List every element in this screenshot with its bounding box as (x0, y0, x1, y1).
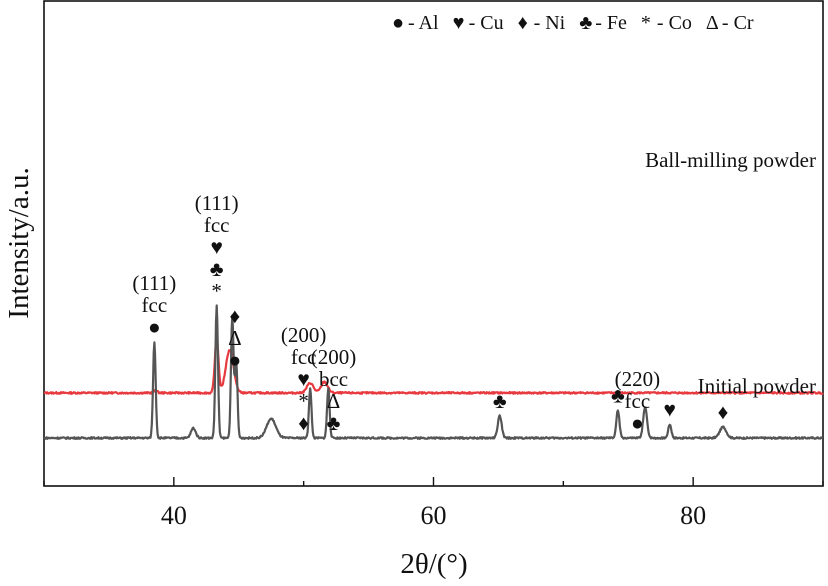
peak-annotation: (111)fcc♥♣* (195, 191, 239, 303)
legend-symbol: * (641, 12, 651, 34)
annotation-text: (111) (132, 271, 176, 295)
x-tick-label: 40 (161, 501, 187, 530)
series-label-ball-milling: Ball-milling powder (645, 148, 816, 172)
annotation-text: (200) (281, 323, 327, 347)
legend-symbol: ♥ (453, 12, 465, 34)
annotation-text: ♥ (210, 235, 222, 259)
series-group (43, 304, 824, 440)
annotation-text: bcc (319, 367, 348, 391)
peak-annotation: ♣ (493, 389, 507, 413)
x-tick-label: 60 (421, 501, 447, 530)
legend-label: - Cr (722, 12, 754, 34)
annotation-text: (220) (615, 367, 661, 391)
annotation-text: ♣ (210, 257, 224, 281)
annotation-text: Δ (228, 326, 242, 350)
peak-annotations: (111)fcc●(111)fcc♥♣*♦Δ●(200)fcc♥*♦(200)b… (132, 191, 728, 435)
legend-label: - Al (408, 12, 439, 34)
x-ticks: 40 60 80 (43, 477, 824, 530)
series-label-initial: Initial powder (698, 374, 816, 398)
annotation-text: ♥ (297, 367, 309, 391)
peak-annotation: ♥ (664, 397, 676, 421)
annotation-text: fcc (204, 213, 230, 237)
annotation-text: ● (148, 315, 161, 339)
peak-annotation: (111)fcc● (132, 271, 176, 339)
annotation-text: ● (631, 411, 644, 435)
peak-annotation: ♦ (718, 400, 729, 424)
legend-symbol: ● (392, 12, 404, 34)
annotation-text: Δ (327, 389, 341, 413)
legend-label: - Co (657, 12, 692, 34)
annotation-text: ♦ (718, 400, 729, 424)
annotation-text: * (298, 389, 309, 413)
annotation-text: ♣ (327, 411, 341, 435)
peak-annotation: ♣ (611, 384, 625, 408)
peak-annotation: (200)fcc♥*♦ (281, 323, 327, 435)
x-axis-title: 2θ/(°) (400, 548, 467, 580)
annotation-text: fcc (142, 293, 168, 317)
annotation-text: ♦ (229, 304, 240, 328)
legend-symbol: ♦ (518, 12, 528, 34)
annotation-text: ♥ (664, 397, 676, 421)
peak-annotation: ♦Δ● (228, 304, 242, 372)
annotation-text: * (211, 279, 222, 303)
annotation-text: ♦ (298, 411, 309, 435)
legend-label: - Cu (469, 12, 504, 34)
y-axis-title: Intensity/a.u. (3, 167, 35, 318)
legend-label: - Ni (534, 12, 566, 34)
series-line (43, 336, 824, 395)
annotation-text: ● (229, 348, 242, 372)
annotation-text: ♣ (611, 384, 625, 408)
plot-frame (43, 0, 824, 487)
annotation-text: ♣ (493, 389, 507, 413)
legend-symbol: Δ (706, 12, 719, 34)
legend: ● - Al ♥ - Cu ♦ - Ni ♣ - Fe * - Co Δ - Cr (392, 12, 754, 34)
annotation-text: fcc (625, 389, 651, 413)
peak-annotation: (220)fcc● (615, 367, 661, 435)
annotation-text: (200) (311, 345, 357, 369)
annotation-text: (111) (195, 191, 239, 215)
legend-symbol: ♣ (579, 12, 592, 34)
x-tick-label: 80 (680, 501, 706, 530)
annotation-text: fcc (291, 345, 317, 369)
series-line (43, 304, 824, 440)
legend-label: - Fe (595, 12, 627, 34)
